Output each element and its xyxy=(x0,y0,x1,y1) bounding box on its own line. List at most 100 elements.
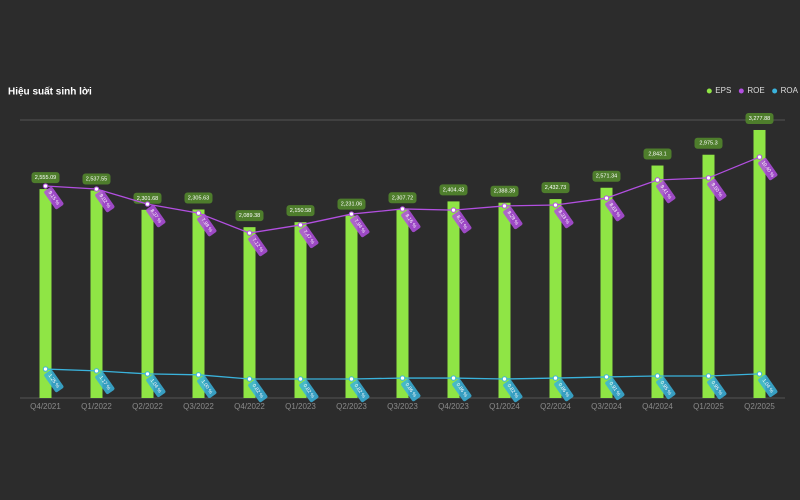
data-label-box xyxy=(745,112,774,124)
legend-marker xyxy=(738,88,744,94)
bar xyxy=(447,201,460,398)
data-label: 3,277.88 xyxy=(749,116,770,122)
data-label: 2,150.58 xyxy=(290,208,311,214)
data-label-box xyxy=(452,211,472,234)
data-label-box xyxy=(592,170,621,182)
data-label-box xyxy=(235,210,264,222)
data-label-box xyxy=(197,375,217,398)
x-tick-label: Q3/2022 xyxy=(183,402,214,411)
point xyxy=(195,372,202,378)
point xyxy=(42,366,49,372)
bar xyxy=(90,190,103,398)
data-label-box xyxy=(146,374,166,398)
data-label-box xyxy=(299,379,319,403)
point xyxy=(552,202,559,208)
point xyxy=(93,186,100,192)
point xyxy=(399,375,406,381)
bar xyxy=(396,209,409,398)
data-label: 2,089.38 xyxy=(239,213,260,219)
data-label: 2,231.06 xyxy=(341,202,362,208)
data-label-box xyxy=(248,379,268,403)
data-label-box xyxy=(605,198,625,222)
point xyxy=(450,207,457,213)
bar xyxy=(600,187,613,398)
point xyxy=(348,376,355,382)
x-tick-label: Q3/2024 xyxy=(591,402,622,411)
data-label: 2,843.1 xyxy=(648,151,666,157)
point xyxy=(501,203,508,209)
point xyxy=(399,206,406,212)
point xyxy=(501,376,508,382)
bar xyxy=(498,202,511,398)
data-label: 2,975.3 xyxy=(699,141,717,147)
point xyxy=(348,211,355,217)
data-label-box xyxy=(82,173,111,185)
point xyxy=(654,373,661,379)
bar xyxy=(141,209,154,398)
bar xyxy=(345,215,358,398)
data-label-box xyxy=(439,184,468,196)
data-label-box xyxy=(44,186,64,210)
data-label-box xyxy=(656,376,676,400)
bar xyxy=(702,154,715,398)
x-tick-label: Q1/2022 xyxy=(81,402,112,411)
data-label-box xyxy=(758,157,778,181)
point xyxy=(705,175,712,181)
bar xyxy=(192,209,205,398)
data-label-box xyxy=(605,377,625,401)
point xyxy=(195,210,202,216)
data-label-box xyxy=(401,378,421,402)
data-label-box xyxy=(299,225,319,249)
data-label-box xyxy=(541,182,570,194)
x-tick-label: Q2/2023 xyxy=(336,402,367,411)
data-label-box xyxy=(337,198,366,210)
data-label-box xyxy=(286,205,315,217)
point xyxy=(297,222,304,228)
data-label: 2,555.09 xyxy=(35,175,56,181)
data-label-box xyxy=(44,369,64,393)
data-label-box xyxy=(95,189,115,213)
data-label-box xyxy=(146,205,166,228)
point xyxy=(450,375,457,381)
point xyxy=(246,376,253,382)
legend-label: ROA xyxy=(781,86,799,95)
point xyxy=(144,201,151,207)
x-tick-label: Q2/2022 xyxy=(132,402,163,411)
x-tick-label: Q4/2023 xyxy=(438,402,469,411)
legend-marker xyxy=(706,88,712,94)
x-tick-label: Q4/2022 xyxy=(234,402,265,411)
data-label-box xyxy=(503,379,523,403)
point xyxy=(144,371,151,377)
x-tick-label: Q1/2024 xyxy=(489,402,520,411)
data-label-box xyxy=(95,371,115,394)
data-label-box xyxy=(656,180,676,204)
data-label-box xyxy=(452,378,472,402)
data-label-box xyxy=(197,214,217,237)
legend-marker xyxy=(772,88,778,94)
data-label-box xyxy=(707,178,727,202)
data-label-box xyxy=(554,378,574,402)
x-tick-label: Q1/2025 xyxy=(693,402,724,411)
point xyxy=(705,373,712,379)
data-label-box xyxy=(643,148,672,160)
bar xyxy=(294,222,307,398)
data-label-box xyxy=(490,185,519,197)
data-label-box xyxy=(248,233,268,257)
data-label-box xyxy=(184,192,213,204)
x-tick-label: Q4/2024 xyxy=(642,402,673,411)
data-label-box xyxy=(401,209,421,233)
data-label: 2,432.73 xyxy=(545,185,566,191)
data-label-box xyxy=(350,379,370,403)
point xyxy=(603,195,610,201)
legend-label: ROE xyxy=(747,86,764,95)
data-label-box xyxy=(707,376,727,400)
point xyxy=(654,177,661,183)
point xyxy=(93,368,100,374)
data-label-box xyxy=(503,206,523,230)
bar xyxy=(243,227,256,398)
data-label: 2,301.68 xyxy=(137,196,158,202)
data-label-box xyxy=(31,172,60,184)
data-label: 2,305.63 xyxy=(188,195,209,201)
x-tick-label: Q2/2025 xyxy=(744,402,775,411)
